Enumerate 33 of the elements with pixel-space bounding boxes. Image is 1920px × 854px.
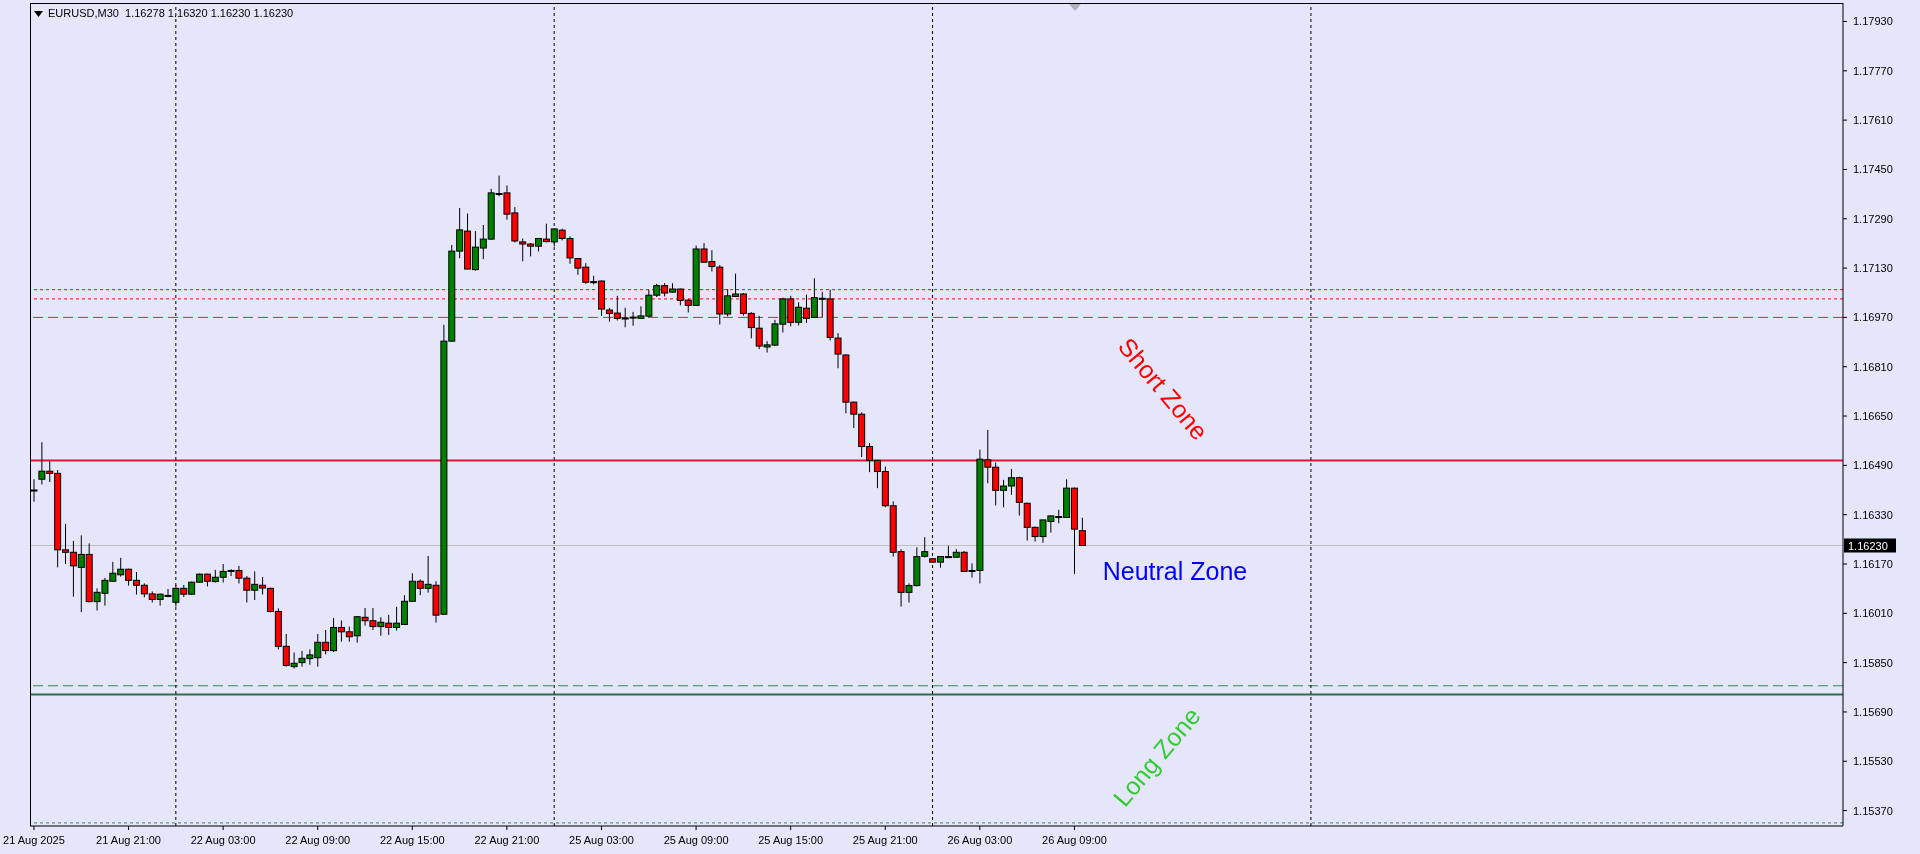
y-tick-label: 1.15850	[1853, 656, 1893, 669]
y-tick-label: 1.15690	[1853, 705, 1893, 718]
x-tick-label: 22 Aug 15:00	[379, 834, 445, 846]
y-tick-label: 1.16970	[1853, 311, 1893, 324]
y-tick-label: 1.15370	[1853, 804, 1893, 817]
y-tick-label: 1.17770	[1853, 64, 1893, 77]
x-tick-label: 22 Aug 09:00	[285, 834, 351, 846]
x-tick-label: 21 Aug 2025	[3, 834, 65, 846]
y-tick-label: 1.17130	[1853, 262, 1893, 275]
x-tick-label: 25 Aug 21:00	[852, 834, 918, 846]
y-tick-label: 1.16650	[1853, 410, 1893, 423]
y-tick-label: 1.16170	[1853, 558, 1893, 570]
y-tick-label: 1.17290	[1853, 212, 1893, 225]
annotation: Neutral Zone	[1102, 556, 1248, 586]
y-tick-label: 1.16490	[1853, 459, 1893, 472]
x-tick-label: 26 Aug 09:00	[1042, 834, 1107, 846]
x-tick-label: 26 Aug 03:00	[947, 834, 1013, 846]
candlestick	[1078, 517, 1086, 546]
y-tick-label: 1.17610	[1853, 114, 1893, 127]
x-tick-label: 25 Aug 09:00	[663, 834, 729, 846]
y-tick-label: 1.16330	[1853, 508, 1893, 521]
y-tick-label: 1.17930	[1853, 15, 1893, 28]
chart-title: EURUSD,M30 1.16278 1.16320 1.16230 1.16230	[48, 7, 294, 19]
x-tick-label: 25 Aug 15:00	[758, 834, 824, 846]
y-tick-label: 1.16810	[1853, 360, 1893, 373]
y-tick-label: 1.17450	[1853, 163, 1893, 176]
y-tick-label: 1.15530	[1853, 755, 1893, 768]
x-tick-label: 22 Aug 21:00	[474, 834, 540, 846]
x-tick-label: 22 Aug 03:00	[190, 834, 256, 846]
y-tick-label: 1.16010	[1853, 607, 1893, 620]
x-tick-label: 21 Aug 21:00	[96, 834, 161, 846]
x-tick-label: 25 Aug 03:00	[569, 834, 634, 846]
ref-line-label: 1.16230	[1848, 539, 1888, 552]
